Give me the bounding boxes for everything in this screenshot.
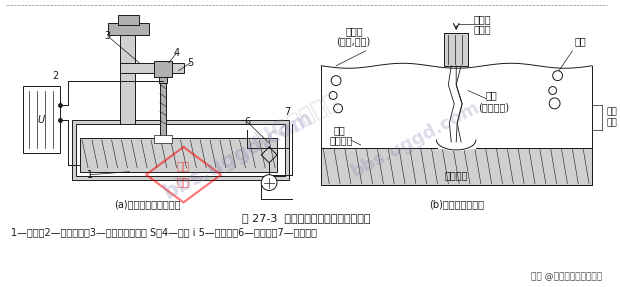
Text: 1: 1	[87, 170, 93, 180]
Bar	[154, 61, 172, 77]
Text: 放电
间隙: 放电 间隙	[607, 107, 618, 127]
Circle shape	[334, 104, 342, 113]
Bar	[118, 15, 140, 25]
Bar	[120, 63, 184, 73]
Bar	[321, 148, 592, 185]
Text: 主轴头: 主轴头	[474, 14, 492, 24]
Circle shape	[331, 76, 341, 86]
Text: 4: 4	[174, 48, 180, 58]
Text: 2: 2	[53, 71, 59, 81]
Bar	[73, 120, 289, 180]
Text: UG技术论坛: UG技术论坛	[252, 90, 341, 150]
Text: 3: 3	[105, 31, 111, 41]
Text: 头条 @青华模具学院小欢欢: 头条 @青华模具学院小欢欢	[531, 272, 602, 281]
Circle shape	[549, 98, 560, 109]
Text: 送给量: 送给量	[474, 24, 492, 34]
Text: (a)电火花成型加工原理: (a)电火花成型加工原理	[114, 199, 180, 210]
Bar	[76, 124, 285, 176]
Text: bbs.uggd.com: bbs.uggd.com	[159, 107, 316, 203]
Text: (般为正极): (般为正极)	[478, 102, 509, 112]
Circle shape	[549, 87, 557, 94]
Circle shape	[552, 71, 562, 81]
Bar	[445, 33, 468, 66]
Text: 气泡: 气泡	[574, 36, 586, 46]
Text: 工件: 工件	[333, 125, 345, 135]
Bar	[108, 23, 149, 35]
Text: 7: 7	[284, 107, 290, 117]
Bar	[23, 86, 61, 153]
Text: (b)放电状况微观图: (b)放电状况微观图	[428, 199, 484, 210]
Text: 5: 5	[187, 58, 193, 68]
Text: 6: 6	[244, 117, 250, 127]
Text: 所有: 所有	[177, 178, 190, 188]
Text: 1—工件；2—脉冲电源；3—自动进给调节装 S；4—工具 i 5—工作液；6—过滤器》7—工作液泵: 1—工件；2—脉冲电源；3—自动进给调节装 S；4—工具 i 5—工作液；6—过…	[11, 227, 317, 237]
Text: U: U	[37, 115, 44, 125]
Bar	[80, 138, 277, 172]
Text: 电极: 电极	[485, 90, 497, 100]
Circle shape	[329, 92, 337, 99]
Text: bbs.uggd.com: bbs.uggd.com	[348, 98, 482, 181]
Bar	[159, 77, 167, 83]
Bar	[154, 135, 172, 143]
Bar	[160, 83, 166, 137]
Text: 放电液体: 放电液体	[329, 135, 353, 145]
Circle shape	[261, 175, 277, 191]
Text: 图 27-3  电火花成型加工原理的示意图: 图 27-3 电火花成型加工原理的示意图	[242, 213, 371, 223]
Text: 绝缘液: 绝缘液	[346, 26, 363, 36]
Text: (煤油,柴油): (煤油,柴油)	[336, 36, 370, 46]
Text: 版权: 版权	[177, 162, 190, 172]
Text: 杂污蚀孔: 杂污蚀孔	[445, 170, 468, 180]
Bar	[120, 29, 135, 138]
